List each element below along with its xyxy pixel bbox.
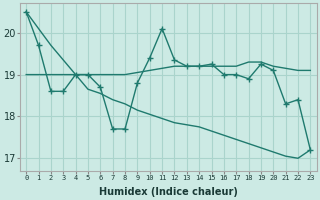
X-axis label: Humidex (Indice chaleur): Humidex (Indice chaleur) xyxy=(99,187,238,197)
